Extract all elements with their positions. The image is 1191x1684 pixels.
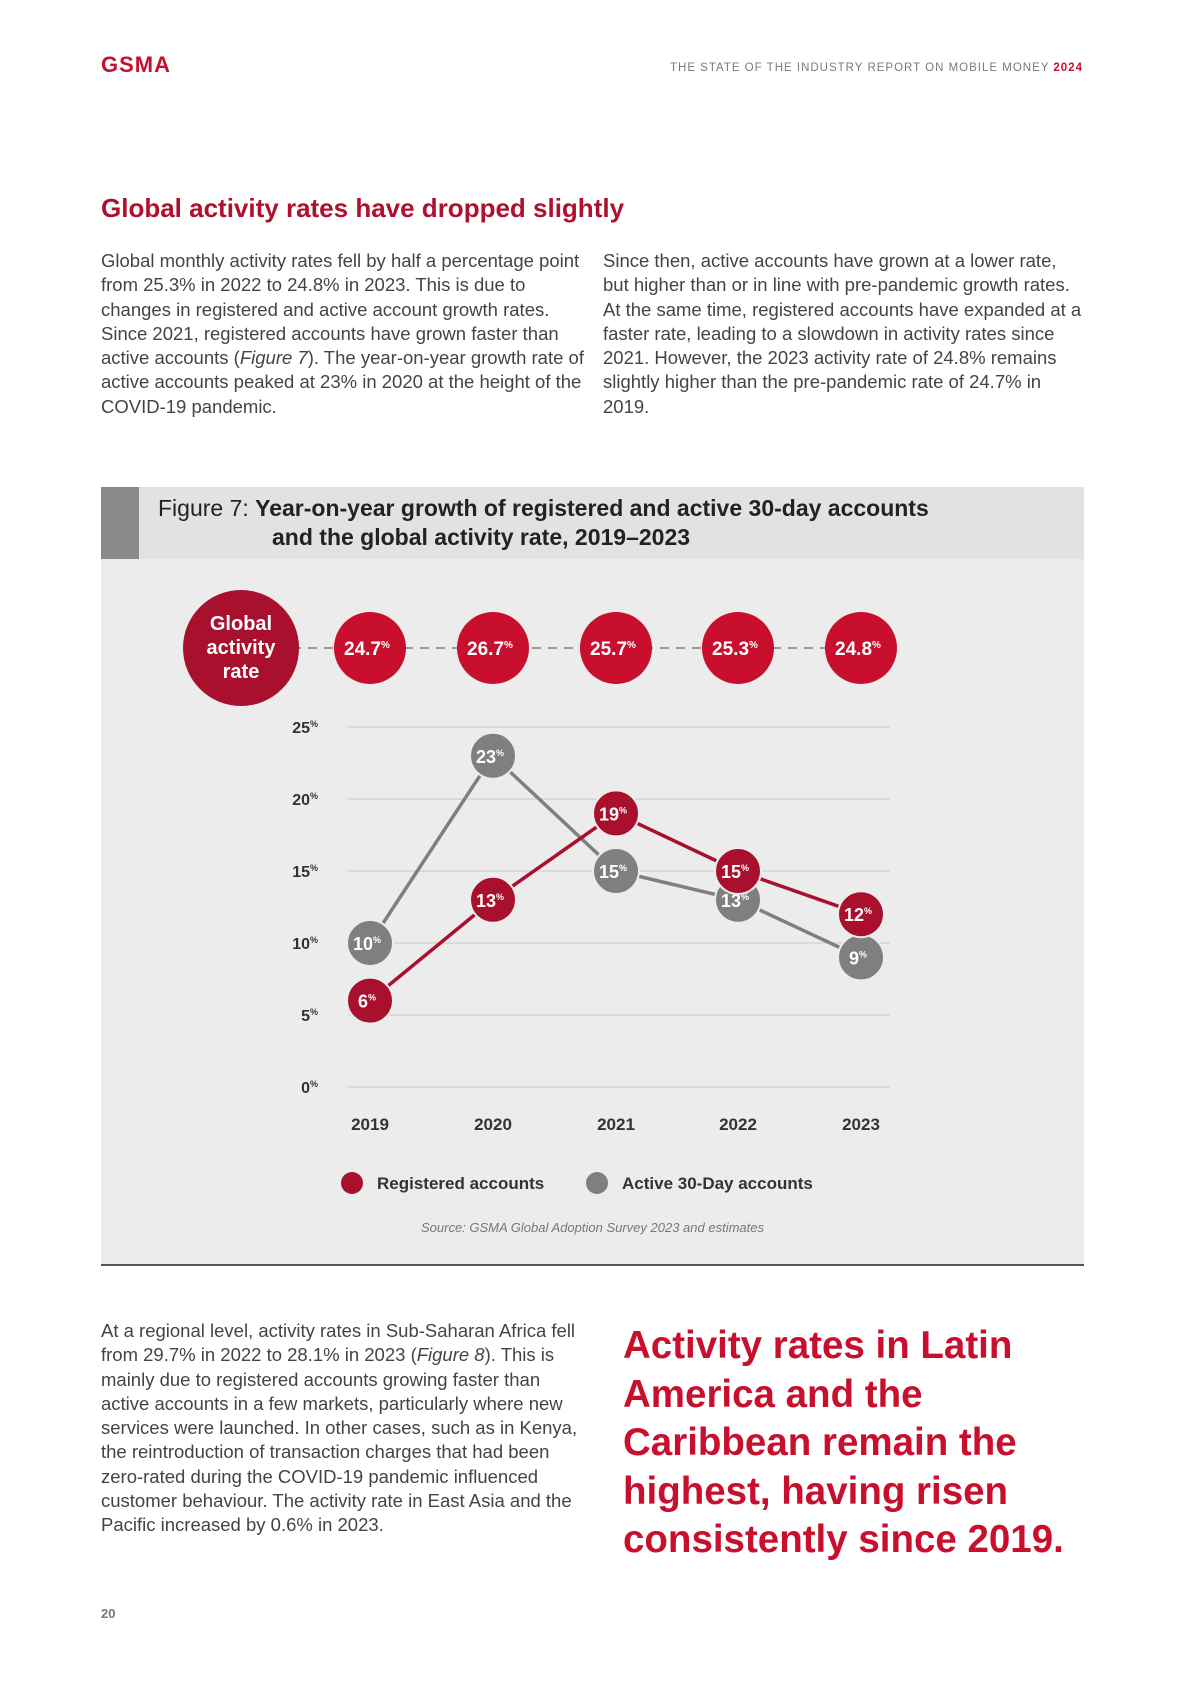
series-points: 10%23%15%13%9%6%13%19%15%12% [346, 731, 885, 1025]
activity-rate-circle-2019 [334, 612, 406, 684]
activity-rate-label-1: Global [210, 613, 272, 635]
activity-rate-circle-2021 [580, 612, 652, 684]
report-header: THE STATE OF THE INDUSTRY REPORT ON MOBI… [670, 62, 1083, 74]
figure-8-reference: Figure 8 [416, 1344, 485, 1366]
x-tick-2021: 2021 [597, 1115, 635, 1134]
report-title: THE STATE OF THE INDUSTRY REPORT ON MOBI… [669, 62, 1050, 74]
activity-rate-value-2021: 25.7% [590, 639, 636, 660]
chart-grid [348, 726, 890, 1088]
figure-title-bar [101, 487, 1084, 559]
y-tick-20: 20% [292, 791, 318, 809]
y-tick-15: 15% [292, 863, 318, 881]
figure-title: Figure 7: Year-on-year growth of registe… [158, 494, 1058, 552]
figure-title-accent [101, 487, 139, 559]
series-line-registered [368, 811, 862, 1002]
activity-rate-badge [183, 590, 299, 706]
gsma-logo: GSMA [101, 52, 171, 77]
page-number: 20 [101, 1606, 116, 1621]
y-tick-10: 10% [292, 935, 318, 953]
figure-label: Figure 7: [158, 495, 249, 521]
y-axis-ticks: 0% 5% 10% 15% 20% 25% [292, 719, 318, 1097]
activity-rate-value-2023: 24.8% [835, 639, 881, 660]
figure-bottom-rule [101, 1264, 1084, 1266]
x-tick-2022: 2022 [719, 1115, 757, 1134]
activity-rate-label-3: rate [223, 661, 260, 683]
paragraph-1-text-a: Global monthly activity rates fell by ha… [101, 250, 580, 369]
x-axis-ticks: 2019 2020 2021 2022 2023 [351, 1115, 880, 1134]
section-heading: Global activity rates have dropped sligh… [101, 193, 625, 223]
figure-7-reference: Figure 7 [239, 347, 308, 369]
legend-label-registered: Registered accounts [377, 1174, 544, 1193]
activity-rate-circle-2020 [457, 612, 529, 684]
activity-rate-value-2019: 24.7% [344, 639, 390, 660]
paragraph-1: Global monthly activity rates fell by ha… [101, 249, 591, 419]
active-point-2020 [469, 731, 517, 780]
x-tick-2019: 2019 [351, 1115, 389, 1134]
paragraph-3-text-a: At a regional level, activity rates in S… [101, 1320, 576, 1366]
x-tick-2023: 2023 [842, 1115, 880, 1134]
registered-point-2019 [346, 976, 394, 1025]
y-tick-5: 5% [301, 1007, 318, 1025]
activity-rate-label-2: activity [207, 637, 277, 659]
registered-point-2020 [469, 875, 517, 924]
paragraph-2: Since then, active accounts have grown a… [603, 250, 1082, 417]
registered-point-2022 [714, 847, 762, 895]
pull-quote: Activity rates in Latin America and the … [623, 1324, 1064, 1561]
paragraph-3-text-b: ). This is mainly due to registered acco… [101, 1344, 578, 1536]
figure-title-line2: and the global activity rate, 2019–2023 [272, 524, 691, 550]
active-point-2021 [592, 847, 640, 895]
registered-point-2023 [837, 890, 885, 939]
active-point-2019 [346, 919, 394, 967]
figure-title-line1: Year-on-year growth of registered and ac… [255, 495, 929, 521]
paragraph-1-text-b: ). The year-on-year growth rate of activ… [101, 347, 584, 417]
figure-source: Source: GSMA Global Adoption Survey 2023… [420, 1220, 764, 1235]
activity-rate-circle-2023 [825, 612, 897, 684]
legend-label-active: Active 30-Day accounts [622, 1174, 813, 1193]
registered-point-2021 [592, 789, 640, 838]
chart-legend: Registered accounts Active 30-Day account… [341, 1172, 813, 1194]
activity-rate-value-2022: 25.3% [712, 639, 758, 660]
legend-swatch-registered [341, 1172, 363, 1194]
activity-rate-circle-2022 [702, 612, 774, 684]
paragraph-3: At a regional level, activity rates in S… [101, 1319, 591, 1538]
report-year: 2024 [1053, 62, 1083, 74]
y-tick-25: 25% [292, 719, 318, 737]
activity-rate-value-2020: 26.7% [467, 639, 513, 660]
legend-swatch-active [586, 1172, 608, 1194]
y-tick-0: 0% [301, 1079, 318, 1097]
x-tick-2020: 2020 [474, 1115, 512, 1134]
